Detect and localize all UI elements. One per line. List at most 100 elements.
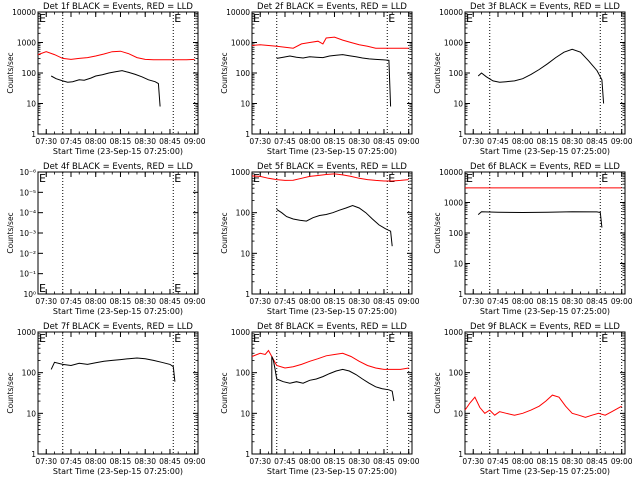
x-axis-label: Start Time (23-Sep-15 07:25:00)	[53, 307, 183, 316]
x-tick-label: 08:45	[159, 297, 181, 306]
plot-title: Det 8f BLACK = Events, RED = LLD	[257, 322, 407, 332]
plot-title: Det 4f BLACK = Events, RED = LLD	[43, 162, 193, 172]
y-tick-label: 1	[245, 130, 250, 139]
e-marker: E	[388, 332, 395, 345]
x-tick-label: 09:00	[611, 137, 633, 146]
y-tick-label: 1000	[231, 168, 250, 177]
e-marker: E	[601, 12, 608, 25]
y-tick-label: 1000	[231, 39, 250, 48]
plot-frame	[251, 331, 413, 455]
plot-frame	[464, 331, 626, 455]
e-marker: E	[174, 332, 181, 345]
y-tick-label: 100	[22, 69, 37, 78]
events-series-line	[276, 54, 392, 107]
x-tick-label: 07:45	[274, 457, 296, 466]
x-tick-label: 07:45	[274, 297, 296, 306]
y-tick-label: 1000	[17, 328, 36, 337]
x-axis-label: Start Time (23-Sep-15 07:25:00)	[480, 467, 610, 476]
y-tick-label: 1000	[444, 199, 463, 208]
x-tick-label: 07:45	[60, 297, 82, 306]
x-tick-label: 08:30	[348, 297, 370, 306]
y-tick-label: 1000	[17, 39, 36, 48]
e-marker: E	[39, 282, 46, 295]
x-tick-label: 09:00	[184, 297, 206, 306]
y-tick-label: 100	[22, 369, 37, 378]
x-tick-label: 09:00	[398, 297, 420, 306]
e-marker: E	[253, 12, 260, 25]
plot-title: Det 1f BLACK = Events, RED = LLD	[43, 2, 193, 12]
y-tick-label: 10⁻³	[19, 229, 36, 238]
e-marker: E	[39, 12, 46, 25]
y-tick-label: 100	[449, 229, 464, 238]
x-axis-label: Start Time (23-Sep-15 07:25:00)	[480, 307, 610, 316]
x-tick-label: 07:45	[487, 137, 509, 146]
x-tick-label: 08:15	[537, 297, 559, 306]
panel-det-3: Det 3f BLACK = Events, RED = LLD 1 10 100 10…	[433, 2, 633, 156]
y-axis-label: Counts/sec	[220, 52, 229, 93]
y-tick-label: 1	[458, 130, 463, 139]
y-axis-label: Counts/sec	[433, 52, 442, 93]
x-tick-label: 08:30	[134, 457, 156, 466]
plot-frame	[37, 331, 199, 455]
x-tick-label: 08:15	[110, 137, 132, 146]
y-tick-label: 1	[458, 290, 463, 299]
x-tick-label: 08:00	[299, 137, 321, 146]
x-axis-label: Start Time (23-Sep-15 07:25:00)	[480, 147, 610, 156]
y-tick-label: 10000	[439, 168, 463, 177]
x-tick-label: 08:15	[324, 137, 346, 146]
events-series-line	[477, 48, 605, 104]
lld-series-line	[251, 349, 409, 370]
x-tick-label: 08:45	[373, 457, 395, 466]
x-axis-label: Start Time (23-Sep-15 07:25:00)	[53, 467, 183, 476]
x-tick-label: 07:30	[35, 137, 57, 146]
x-tick-label: 08:30	[561, 297, 583, 306]
x-tick-label: 08:45	[586, 137, 608, 146]
x-tick-label: 07:30	[249, 297, 271, 306]
x-tick-label: 09:00	[398, 137, 420, 146]
x-tick-label: 07:30	[462, 137, 484, 146]
plot-frame	[37, 171, 199, 295]
y-axis-label: Counts/sec	[6, 372, 15, 413]
lld-series-line	[251, 36, 409, 49]
x-tick-label: 09:00	[184, 457, 206, 466]
y-tick-label: 1	[31, 450, 36, 459]
x-tick-label: 08:00	[512, 297, 534, 306]
y-tick-label: 100	[236, 209, 251, 218]
y-axis-label: Counts/sec	[220, 212, 229, 253]
x-tick-label: 08:15	[324, 457, 346, 466]
lld-series-line	[464, 394, 622, 418]
y-tick-label: 100	[449, 369, 464, 378]
x-tick-label: 07:30	[462, 457, 484, 466]
x-axis-label: Start Time (23-Sep-15 07:25:00)	[267, 307, 397, 316]
y-tick-label: 1	[31, 130, 36, 139]
events-series-line	[50, 70, 161, 107]
y-tick-label: 10	[240, 409, 250, 418]
plot-title: Det 6f BLACK = Events, RED = LLD	[470, 162, 620, 172]
x-tick-label: 08:15	[324, 297, 346, 306]
x-tick-label: 08:00	[85, 297, 107, 306]
y-tick-label: 10⁻⁵	[19, 188, 36, 197]
panel-det-1: Det 1f BLACK = Events, RED = LLD 1 10 100 10…	[6, 2, 206, 156]
panel-det-5: Det 5f BLACK = Events, RED = LLD 1 10 100 10…	[220, 162, 420, 316]
x-tick-label: 07:30	[249, 457, 271, 466]
e-marker: E	[466, 332, 473, 345]
plot-frame	[251, 11, 413, 135]
y-tick-label: 10⁰	[23, 290, 36, 299]
events-series-line	[271, 356, 395, 454]
y-tick-label: 10⁻¹	[19, 270, 36, 279]
y-axis-label: Counts/sec	[6, 212, 15, 253]
y-tick-label: 1000	[444, 328, 463, 337]
panel-det-6: Det 6f BLACK = Events, RED = LLD 1 10 100 10…	[433, 162, 633, 316]
e-marker: E	[253, 172, 260, 185]
x-tick-label: 08:00	[299, 457, 321, 466]
plot-title: Det 2f BLACK = Events, RED = LLD	[257, 2, 407, 12]
x-tick-label: 07:45	[487, 297, 509, 306]
e-marker: E	[253, 332, 260, 345]
x-tick-label: 09:00	[398, 457, 420, 466]
x-axis-label: Start Time (23-Sep-15 07:25:00)	[267, 467, 397, 476]
events-series-line	[50, 357, 176, 382]
x-tick-label: 08:45	[586, 457, 608, 466]
x-tick-label: 08:30	[348, 457, 370, 466]
x-tick-label: 08:45	[159, 457, 181, 466]
